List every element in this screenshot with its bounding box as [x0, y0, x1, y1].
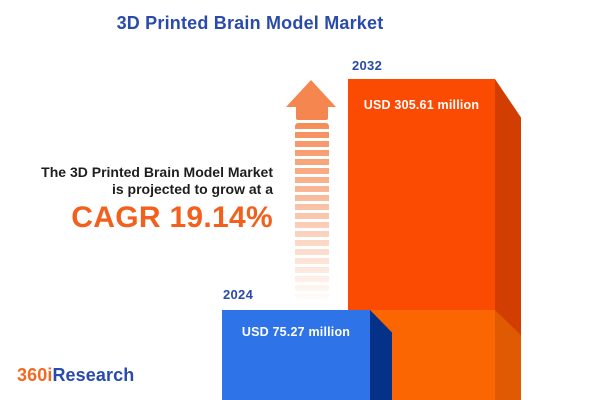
- bar-2024-side-face: [370, 310, 392, 400]
- annotation-line-1: The 3D Printed Brain Model Market: [41, 164, 273, 180]
- annotation-line-2: is projected to grow at a: [111, 181, 273, 197]
- growth-annotation: The 3D Printed Brain Model Market is pro…: [41, 164, 273, 235]
- arrow-shaft-stripes: [295, 123, 329, 299]
- arrow-neck: [296, 106, 328, 120]
- bar-2024: USD 75.27 million: [222, 310, 370, 400]
- page-title: 3D Printed Brain Model Market: [116, 13, 384, 33]
- cagr-value: CAGR 19.14%: [71, 201, 273, 234]
- logo-research: Research: [52, 365, 135, 385]
- bar-2024-value-label: USD 75.27 million: [241, 325, 351, 339]
- logo-360i: 360i: [17, 365, 53, 385]
- bar-2024-year-label: 2024: [223, 287, 254, 302]
- bar-2032-value-label: USD 305.61 million: [363, 98, 480, 112]
- bar-2032-year-label: 2032: [352, 58, 383, 73]
- arrow-head-icon: [286, 80, 336, 107]
- brand-logo: 360iResearch: [17, 365, 134, 386]
